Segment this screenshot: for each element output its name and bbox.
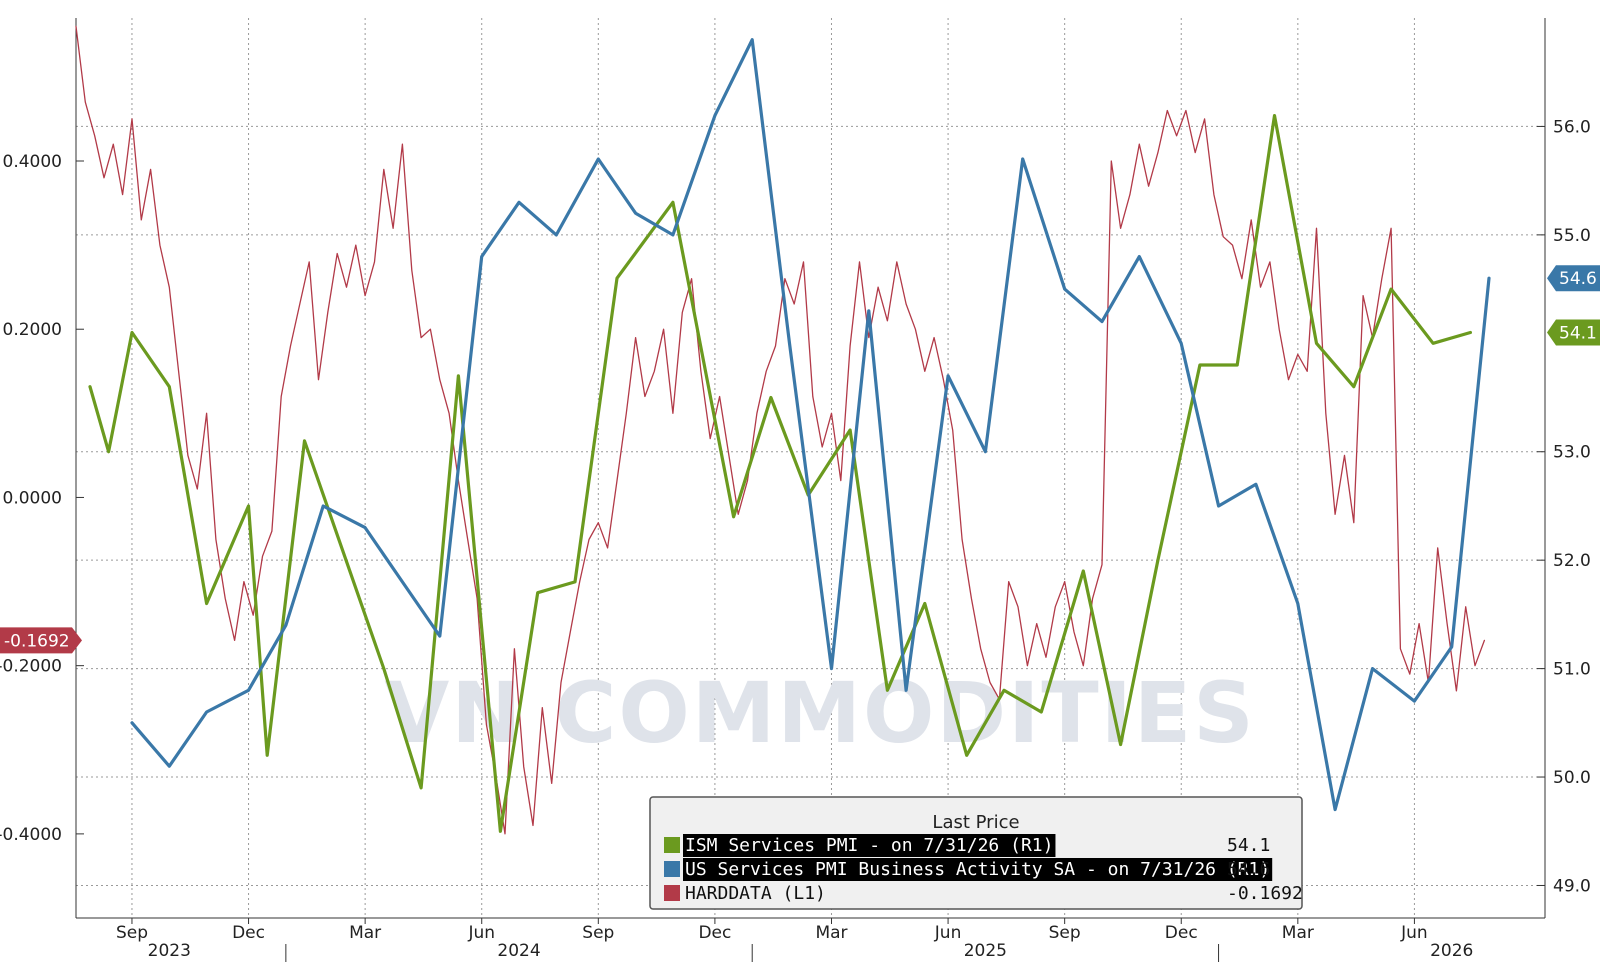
series-line-hard [75,25,1486,835]
series-line-us [130,38,1491,812]
right-tick-label: 50.0 [1553,768,1591,788]
left-tick-label: -0.2000 [0,657,62,677]
series-line-ism [88,114,1472,833]
x-month-label: Dec [232,923,265,943]
badge-label: -0.1692 [4,631,70,651]
axes: 0.4000 0.2000 0.0000 -0.2000 -0.4000 56.0 55.0… [0,18,1591,962]
legend-label: US Services PMI Business Activity SA - o… [685,859,1270,880]
legend-swatch [664,861,680,877]
right-tick-label: 53.0 [1553,443,1591,463]
left-tick-label: 0.4000 [3,152,62,172]
legend-items: ISM Services PMI - on 7/31/26 (R1) 54.1 US… [664,834,1303,904]
left-tick-label: -0.4000 [0,825,62,845]
x-year-label: 2025 [964,941,1007,961]
legend-item: US Services PMI Business Activity SA - o… [664,858,1273,881]
legend-value: -0.1692 [1227,883,1303,904]
x-year-label: 2026 [1430,941,1473,961]
x-month-label: Jun [1400,923,1428,943]
legend-value: 54.6 [1227,859,1270,880]
badge-shape [1547,265,1600,292]
legend-swatch [664,885,680,901]
x-month-label: Mar [349,923,381,943]
right-tick-label: 55.0 [1553,226,1591,246]
x-month-label: Sep [116,923,148,943]
x-month-label: Dec [698,923,731,943]
legend-label: HARDDATA (L1) [685,883,826,904]
badge-shape [0,627,82,654]
badge-label: 54.6 [1559,269,1597,289]
right-tick-label: 51.0 [1553,660,1591,680]
x-month-label: Dec [1165,923,1198,943]
legend: Last Price ISM Services PMI - on 7/31/26… [649,796,1303,910]
badge-hard: -0.1692 [0,627,82,654]
legend-label: ISM Services PMI - on 7/31/26 (R1) [685,835,1053,856]
right-tick-label: 49.0 [1553,876,1591,896]
value-badges: 54.1 54.6 -0.1692 [0,265,1600,654]
x-year-label: 2023 [148,941,191,961]
x-year-label: 2024 [497,941,540,961]
legend-title: Last Price [932,812,1019,833]
x-month-label: Mar [815,923,847,943]
legend-item: ISM Services PMI - on 7/31/26 (R1) 54.1 [664,834,1270,857]
legend-item: HARDDATA (L1) -0.1692 [664,883,1303,904]
x-month-label: Sep [582,923,614,943]
watermark: VN COMMODITIES [384,664,1256,762]
left-tick-label: 0.2000 [3,320,62,340]
badge-ism: 54.1 [1547,319,1600,346]
legend-label-highlight [683,858,1273,881]
x-month-label: Mar [1282,923,1314,943]
badge-label: 54.1 [1559,323,1597,343]
legend-label-highlight [683,834,1056,857]
right-tick-label: 52.0 [1553,551,1591,571]
series-layer [75,25,1491,835]
left-tick-label: 0.0000 [3,488,62,508]
x-month-label: Sep [1049,923,1081,943]
x-month-label: Jun [467,923,495,943]
badge-us: 54.6 [1547,265,1600,292]
legend-swatch [664,837,680,853]
legend-value: 54.1 [1227,835,1270,856]
right-tick-label: 56.0 [1553,117,1591,137]
grid-lines [76,18,1545,918]
badge-shape [1547,319,1600,346]
x-month-label: Jun [934,923,962,943]
